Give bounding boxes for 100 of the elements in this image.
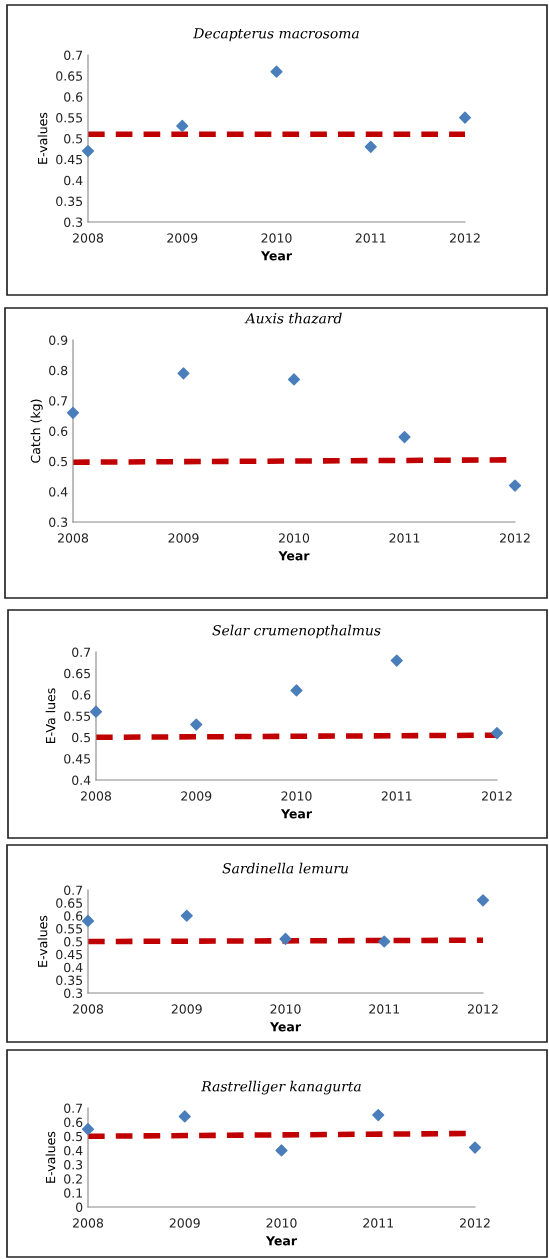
y-axis-title: Catch (kg) — [30, 399, 43, 463]
x-axis-title: Year — [280, 809, 312, 819]
point — [178, 1110, 191, 1123]
y-tick-label: 0.6 — [72, 690, 91, 700]
y-axis-title: E-Va lues — [45, 688, 56, 744]
x-tick-label: 2010 — [266, 1218, 297, 1228]
x-axis-title: Year — [265, 1236, 297, 1246]
x-axis-title: Year — [260, 251, 292, 261]
point — [458, 111, 472, 124]
y-tick-label: 0.7 — [49, 396, 68, 406]
y-tick-label: 0.3 — [64, 988, 83, 998]
x-axis-title: Year — [269, 1022, 301, 1032]
y-tick-label: 0.4 — [64, 1145, 83, 1156]
point — [180, 909, 193, 922]
y-tick-label: 0.4 — [72, 775, 91, 785]
y-axis-title: E-values — [37, 112, 48, 164]
y-tick-label: 0.45 — [64, 754, 91, 764]
x-tick-label: 2009 — [167, 233, 198, 243]
point — [290, 684, 303, 697]
x-tick-label: 2010 — [270, 1004, 301, 1014]
y-tick-label: 0.55 — [64, 711, 91, 721]
y-tick-label: 0.4 — [64, 962, 83, 973]
point — [275, 1144, 288, 1157]
x-tick-label: 2008 — [81, 791, 112, 801]
y-tick-label: 0.7 — [64, 50, 83, 60]
point — [81, 144, 95, 158]
x-tick-label: 2011 — [369, 1004, 399, 1014]
point — [390, 654, 403, 667]
y-axis-title: E-values — [45, 1131, 56, 1183]
y-tick-label: 0.65 — [64, 668, 91, 679]
y-tick-label: 0.65 — [56, 71, 83, 81]
point — [81, 914, 95, 927]
point — [287, 373, 301, 386]
x-tick-label: 2010 — [261, 233, 292, 243]
y-tick-label: 0.3 — [64, 1160, 83, 1170]
x-tick-label: 2010 — [279, 533, 310, 543]
y-tick-label: 0.8 — [49, 365, 68, 376]
x-tick-label: 2009 — [171, 1004, 202, 1014]
point — [468, 1141, 482, 1154]
y-tick-label: 0.5 — [64, 1131, 83, 1142]
chart-title: Sardinella lemuru — [222, 862, 348, 874]
point — [66, 406, 80, 419]
y-tick-label: 0.2 — [64, 1174, 82, 1184]
chart-title: Selar crumenopthalmus — [212, 624, 381, 639]
y-tick-label: 0.4 — [64, 175, 83, 186]
y-tick-label: 0 — [76, 1202, 83, 1212]
point — [378, 935, 391, 948]
point — [81, 1123, 95, 1136]
y-tick-label: 0.55 — [56, 924, 83, 934]
y-axis-title: E-values — [37, 915, 48, 967]
point — [372, 1108, 385, 1122]
y-tick-label: 0.7 — [72, 647, 91, 657]
x-tick-label: 2008 — [73, 1218, 104, 1228]
y-tick-label: 0.6 — [64, 1117, 83, 1128]
point — [89, 705, 103, 718]
x-tick-label: 2012 — [450, 233, 480, 243]
y-tick-label: 0.6 — [64, 911, 83, 921]
chart-title: Auxis thazard — [244, 312, 342, 324]
x-tick-label: 2012 — [500, 533, 530, 543]
x-tick-label: 2010 — [281, 791, 312, 801]
x-tick-label: 2012 — [468, 1004, 498, 1014]
x-tick-label: 2011 — [363, 1218, 393, 1228]
y-tick-label: 0.9 — [49, 335, 68, 345]
x-tick-label: 2008 — [58, 533, 89, 543]
y-tick-label: 0.6 — [49, 426, 68, 436]
x-axis-title: Year — [278, 551, 310, 561]
x-tick-label: 2009 — [169, 1218, 200, 1228]
point — [490, 726, 504, 740]
y-tick-label: 0.3 — [49, 517, 68, 527]
x-tick-label: 2009 — [181, 791, 212, 801]
y-tick-label: 0.7 — [64, 1103, 83, 1113]
y-tick-label: 0.3 — [64, 217, 83, 227]
point — [279, 932, 292, 945]
y-tick-label: 0.7 — [64, 885, 83, 895]
x-tick-label: 2011 — [381, 791, 412, 801]
y-tick-label: 0.4 — [49, 487, 68, 497]
y-tick-label: 0.5 — [64, 133, 83, 144]
x-tick-label: 2012 — [460, 1218, 490, 1228]
y-tick-label: 0.5 — [49, 456, 68, 467]
x-tick-label: 2009 — [168, 533, 199, 543]
y-tick-label: 0.35 — [56, 975, 83, 986]
x-tick-label: 2011 — [389, 533, 420, 543]
y-tick-label: 0.55 — [56, 113, 83, 123]
point — [190, 718, 203, 731]
y-tick-label: 0.45 — [56, 949, 83, 960]
y-tick-label: 0.5 — [72, 732, 91, 743]
y-tick-label: 0.65 — [56, 898, 83, 908]
chart-title: Rastrelliger kanagurta — [201, 1080, 361, 1095]
y-tick-label: 0.1 — [64, 1188, 82, 1198]
y-tick-label: 0.6 — [64, 92, 83, 102]
y-tick-label: 0.5 — [64, 936, 83, 947]
point — [364, 140, 377, 153]
point — [177, 367, 190, 380]
point — [476, 894, 490, 907]
y-tick-label: 0.35 — [56, 196, 83, 207]
x-tick-label: 2008 — [73, 1004, 104, 1014]
x-tick-label: 2011 — [355, 233, 386, 243]
x-tick-label: 2012 — [482, 791, 512, 801]
x-tick-label: 2008 — [73, 233, 104, 243]
point — [508, 479, 522, 492]
